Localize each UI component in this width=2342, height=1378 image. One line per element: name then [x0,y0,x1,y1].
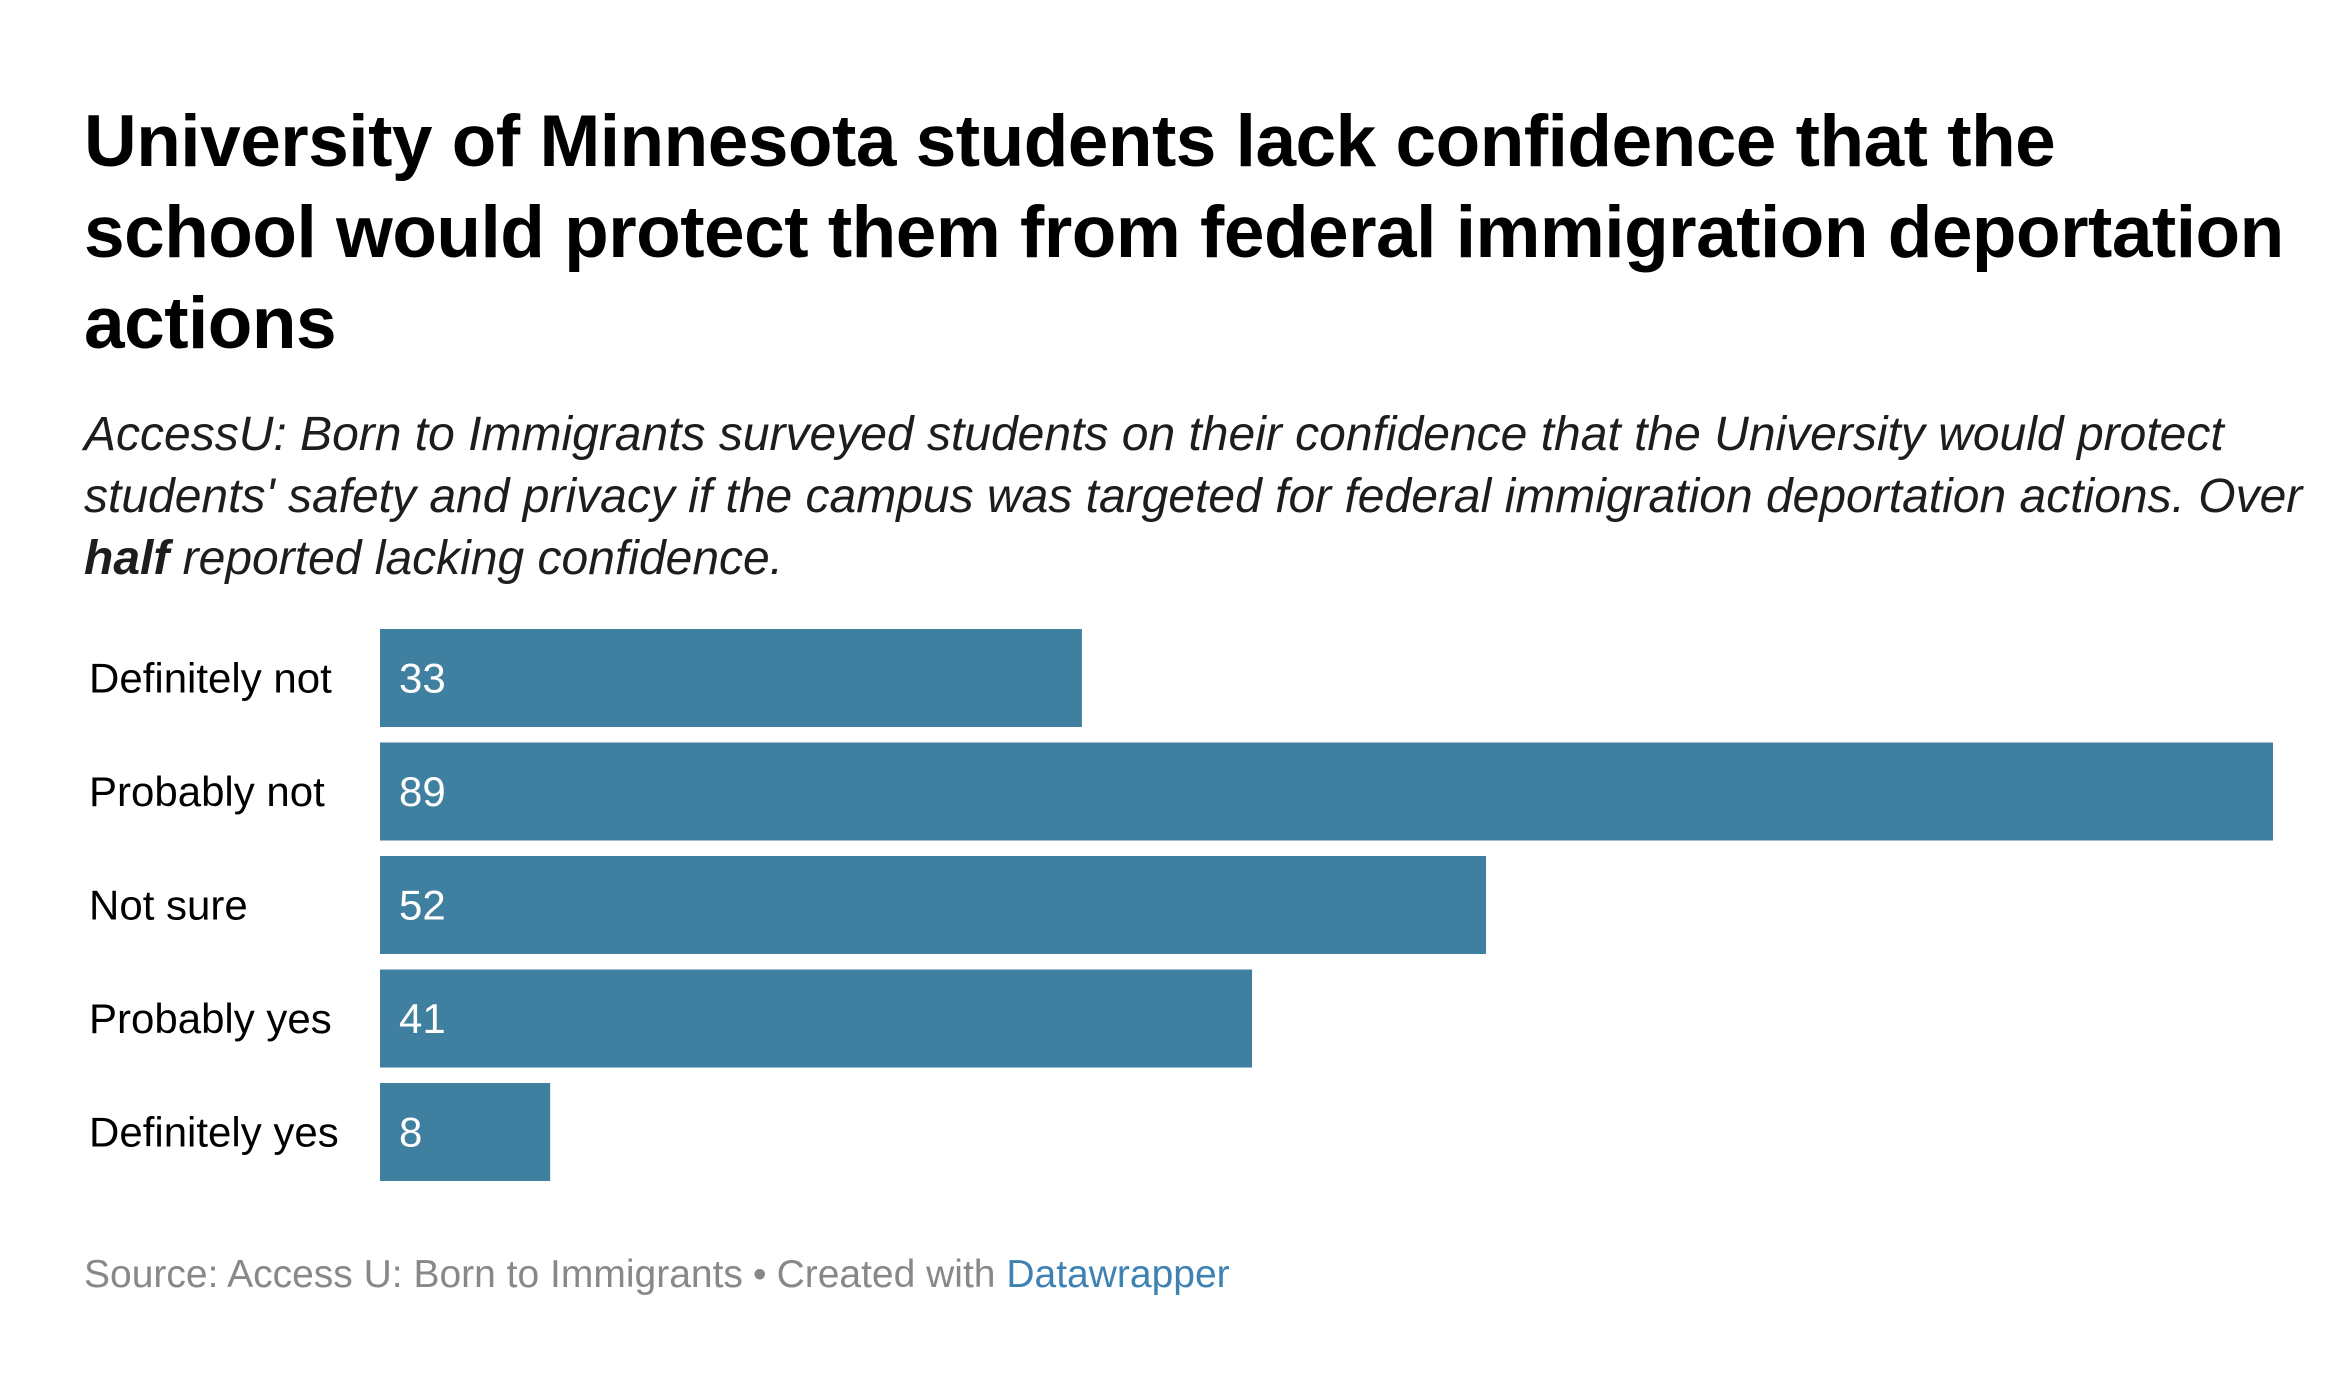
category-label: Probably not [89,768,325,815]
source-text: Source: Access U: Born to Immigrants [84,1253,743,1296]
chart-subtitle: AccessU: Born to Immigrants surveyed stu… [84,404,2304,590]
bar [380,856,1487,954]
footer-separator: • [752,1253,767,1296]
value-label: 8 [399,1109,422,1156]
chart-footer: Source: Access U: Born to Immigrants • Cre… [84,1250,1230,1300]
bar [380,742,2273,841]
bar [380,629,1082,727]
value-label: 89 [399,768,446,815]
bar [380,969,1253,1068]
value-label: 33 [399,655,446,702]
subtitle-text-before: AccessU: Born to Immigrants surveyed stu… [84,408,2303,523]
subtitle-text-bold: half [84,532,170,585]
category-label: Probably yes [89,995,332,1042]
category-label: Definitely not [89,655,332,702]
datawrapper-link[interactable]: Datawrapper [1006,1253,1230,1296]
value-label: 52 [399,882,446,929]
subtitle-text-after: reported lacking confidence. [169,532,784,585]
value-label: 41 [399,995,446,1042]
created-with-text: Created with [776,1253,996,1296]
category-label: Definitely yes [89,1109,339,1156]
bar [380,1083,551,1181]
category-label: Not sure [89,882,248,929]
chart-title: University of Minnesota students lack co… [84,101,2284,364]
